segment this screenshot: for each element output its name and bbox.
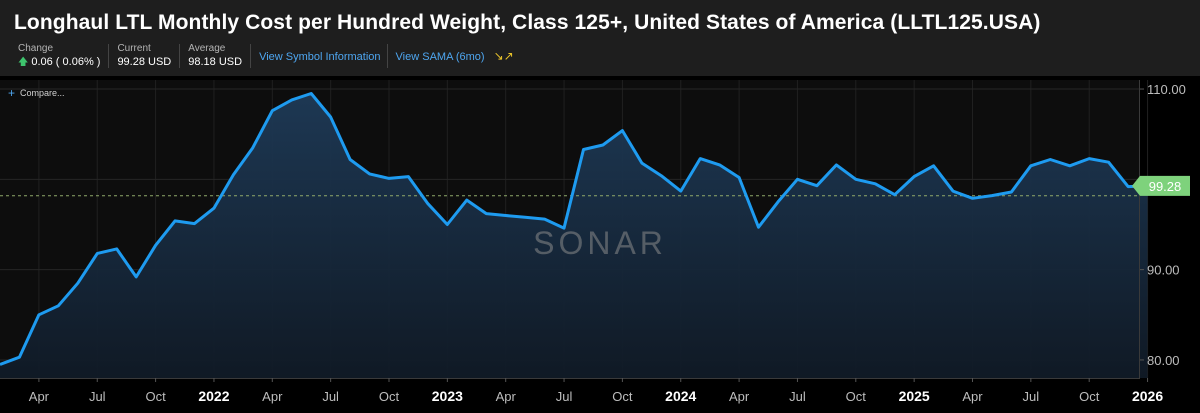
x-axis-ticks: Apr Jul Oct 2022 Apr Jul Oct 2023 Apr Jul Oct 2024 A…: [29, 378, 1163, 404]
y-tick-label: 90.00: [1147, 263, 1180, 278]
current-label: Current: [117, 43, 151, 54]
series-line: [0, 92, 1148, 366]
current-value-tag: 99.28: [1132, 175, 1190, 196]
change-value-row: 🡅 0.06 ( 0.06% ): [18, 55, 100, 70]
view-symbol-information-link[interactable]: View Symbol Information: [259, 51, 381, 63]
y-axis-ticks: 80.00 90.00 110.00: [1140, 82, 1186, 368]
x-tick-label: Jul: [1023, 389, 1040, 404]
x-tick-label: Apr: [962, 389, 983, 404]
compare-button[interactable]: + Compare...: [8, 86, 65, 100]
x-tick-label: Oct: [145, 389, 166, 404]
trend-icon: ↘↗: [493, 49, 514, 63]
x-tick-label: Oct: [612, 389, 633, 404]
change-label: Change: [18, 43, 54, 54]
average-value: 98.18 USD: [188, 56, 243, 68]
view-sama-link-group[interactable]: View SAMA (6mo) ↘↗: [396, 43, 514, 64]
current-tag-label: 99.28: [1149, 179, 1182, 194]
x-tick-label: Oct: [846, 389, 867, 404]
compare-label: Compare...: [20, 88, 65, 98]
plus-icon: +: [8, 86, 16, 100]
x-tick-label: Oct: [379, 389, 400, 404]
change-value: 0.06 ( 0.06% ): [31, 56, 101, 68]
chart-title: Longhaul LTL Monthly Cost per Hundred We…: [14, 11, 1041, 34]
x-tick-label: Apr: [729, 389, 750, 404]
x-tick-label: Apr: [262, 389, 283, 404]
chart-header: Longhaul LTL Monthly Cost per Hundred We…: [0, 0, 1200, 76]
divider: [250, 44, 252, 68]
average-label: Average: [188, 43, 226, 54]
x-tick-label: Jul: [789, 389, 806, 404]
area-fill: [0, 93, 1148, 378]
view-sama-link[interactable]: View SAMA (6mo): [395, 51, 485, 63]
x-tick-label: 2025: [899, 388, 930, 404]
x-tick-label: Jul: [322, 389, 339, 404]
y-tick-label: 80.00: [1147, 353, 1180, 368]
chart-area[interactable]: SONAR 80.00 90.00 110.00 Apr Jul Oct 2022 Apr J…: [0, 80, 1200, 413]
sonar-watermark: SONAR: [533, 225, 667, 261]
x-tick-label: Oct: [1079, 389, 1100, 404]
x-tick-label: Apr: [29, 389, 50, 404]
x-tick-label: 2024: [665, 388, 696, 404]
x-tick-label: Apr: [496, 389, 517, 404]
current-stat: Current 99.28 USD: [117, 43, 179, 69]
x-tick-label: Jul: [89, 389, 106, 404]
x-tick-label: Jul: [556, 389, 573, 404]
x-tick-label: 2023: [432, 388, 463, 404]
current-value: 99.28 USD: [117, 56, 172, 68]
current-tag-shape: [1132, 175, 1190, 196]
divider: [179, 44, 181, 68]
y-tick-label: 110.00: [1147, 82, 1186, 97]
arrow-up-icon: 🡅: [18, 57, 29, 68]
divider: [386, 44, 388, 68]
change-stat: Change 🡅 0.06 ( 0.06% ): [18, 43, 108, 70]
y-axis-panel: [1140, 80, 1200, 413]
x-tick-label: 2026: [1132, 388, 1163, 404]
x-tick-label: 2022: [198, 388, 229, 404]
stats-bar: Change 🡅 0.06 ( 0.06% ) Current 99.28 US…: [18, 43, 514, 71]
divider: [108, 44, 110, 68]
average-stat: Average 98.18 USD: [188, 43, 250, 69]
